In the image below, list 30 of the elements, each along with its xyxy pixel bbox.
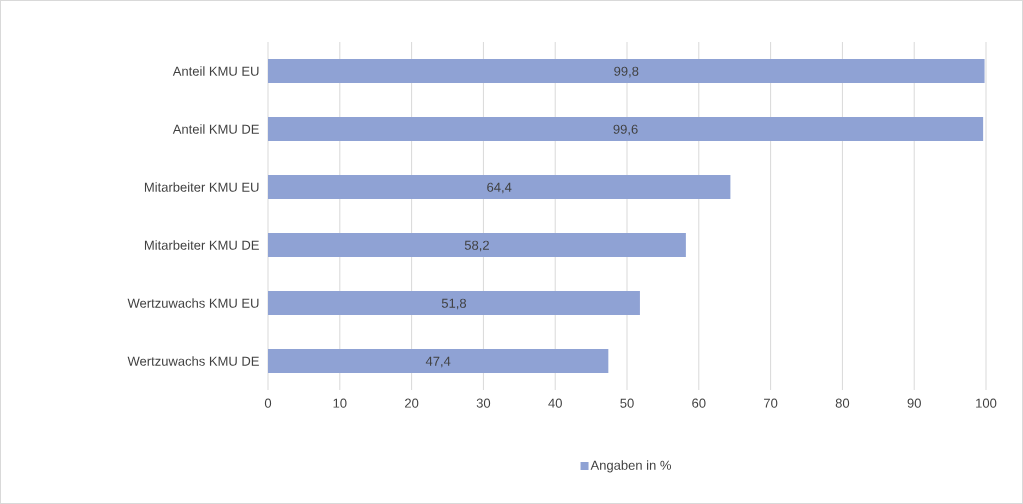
x-tick-label: 20 <box>405 398 419 408</box>
x-tick-label: 30 <box>476 398 491 408</box>
data-label: 51,8 <box>441 298 467 310</box>
bar <box>268 233 686 257</box>
y-tick-label: Mitarbeiter KMU DE <box>144 240 259 250</box>
data-label: 47,4 <box>425 356 451 368</box>
x-tick-label: 10 <box>333 398 347 408</box>
bar <box>268 59 985 83</box>
data-label: 58,2 <box>464 240 489 252</box>
x-tick-label: 0 <box>264 398 272 408</box>
y-tick-label: Wertzuwachs KMU DE <box>127 356 259 366</box>
x-tick-label: 80 <box>835 398 850 408</box>
x-tick-label: 90 <box>907 398 921 408</box>
y-tick-label: Wertzuwachs KMU EU <box>127 298 259 308</box>
data-label: 99,8 <box>614 66 639 78</box>
x-tick-label: 100 <box>976 398 997 408</box>
x-tick-label: 70 <box>764 398 778 408</box>
y-tick-label: Anteil KMU DE <box>172 124 259 134</box>
x-tick-label: 40 <box>548 398 562 408</box>
data-label: 64,4 <box>487 182 512 194</box>
x-tick-label: 50 <box>620 398 634 408</box>
y-tick-label: Anteil KMU EU <box>172 66 259 76</box>
bar <box>268 175 731 199</box>
y-tick-label: Mitarbeiter KMU EU <box>144 182 259 192</box>
bar <box>268 117 984 142</box>
legend-label: Angaben in % <box>590 460 671 473</box>
x-tick-label: 60 <box>692 398 706 408</box>
bar <box>268 349 609 373</box>
bar <box>268 291 640 315</box>
data-label: 99,6 <box>613 124 638 136</box>
